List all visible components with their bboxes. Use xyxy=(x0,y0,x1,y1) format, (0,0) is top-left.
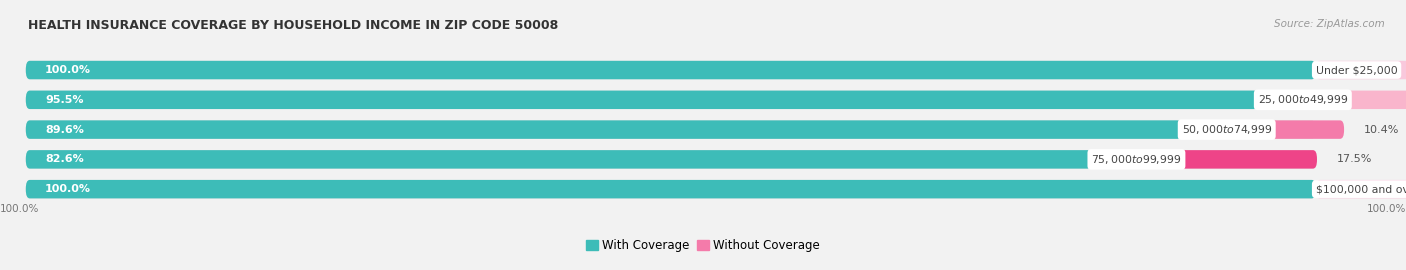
FancyBboxPatch shape xyxy=(25,120,1316,139)
Text: $75,000 to $99,999: $75,000 to $99,999 xyxy=(1091,153,1181,166)
Text: Source: ZipAtlas.com: Source: ZipAtlas.com xyxy=(1274,19,1385,29)
FancyBboxPatch shape xyxy=(1316,180,1406,198)
FancyBboxPatch shape xyxy=(25,91,1257,109)
Text: $50,000 to $74,999: $50,000 to $74,999 xyxy=(1181,123,1272,136)
FancyBboxPatch shape xyxy=(25,120,1181,139)
FancyBboxPatch shape xyxy=(25,180,1316,198)
FancyBboxPatch shape xyxy=(25,61,1316,79)
Text: 100.0%: 100.0% xyxy=(0,204,39,214)
FancyBboxPatch shape xyxy=(25,150,1091,168)
Text: $25,000 to $49,999: $25,000 to $49,999 xyxy=(1257,93,1348,106)
Text: 100.0%: 100.0% xyxy=(45,184,91,194)
FancyBboxPatch shape xyxy=(1181,120,1344,139)
Text: 100.0%: 100.0% xyxy=(1367,204,1406,214)
Text: HEALTH INSURANCE COVERAGE BY HOUSEHOLD INCOME IN ZIP CODE 50008: HEALTH INSURANCE COVERAGE BY HOUSEHOLD I… xyxy=(28,19,558,32)
Text: Under $25,000: Under $25,000 xyxy=(1316,65,1398,75)
Text: 89.6%: 89.6% xyxy=(45,124,84,135)
FancyBboxPatch shape xyxy=(25,91,1316,109)
Text: 82.6%: 82.6% xyxy=(45,154,84,164)
Text: $100,000 and over: $100,000 and over xyxy=(1316,184,1406,194)
Text: 17.5%: 17.5% xyxy=(1336,154,1372,164)
Text: 100.0%: 100.0% xyxy=(45,65,91,75)
Text: 95.5%: 95.5% xyxy=(45,95,83,105)
FancyBboxPatch shape xyxy=(25,180,1316,198)
FancyBboxPatch shape xyxy=(25,150,1316,168)
FancyBboxPatch shape xyxy=(1257,91,1406,109)
FancyBboxPatch shape xyxy=(1091,150,1317,168)
FancyBboxPatch shape xyxy=(25,61,1316,79)
FancyBboxPatch shape xyxy=(1316,61,1406,79)
Text: 10.4%: 10.4% xyxy=(1364,124,1399,135)
Legend: With Coverage, Without Coverage: With Coverage, Without Coverage xyxy=(581,234,825,256)
